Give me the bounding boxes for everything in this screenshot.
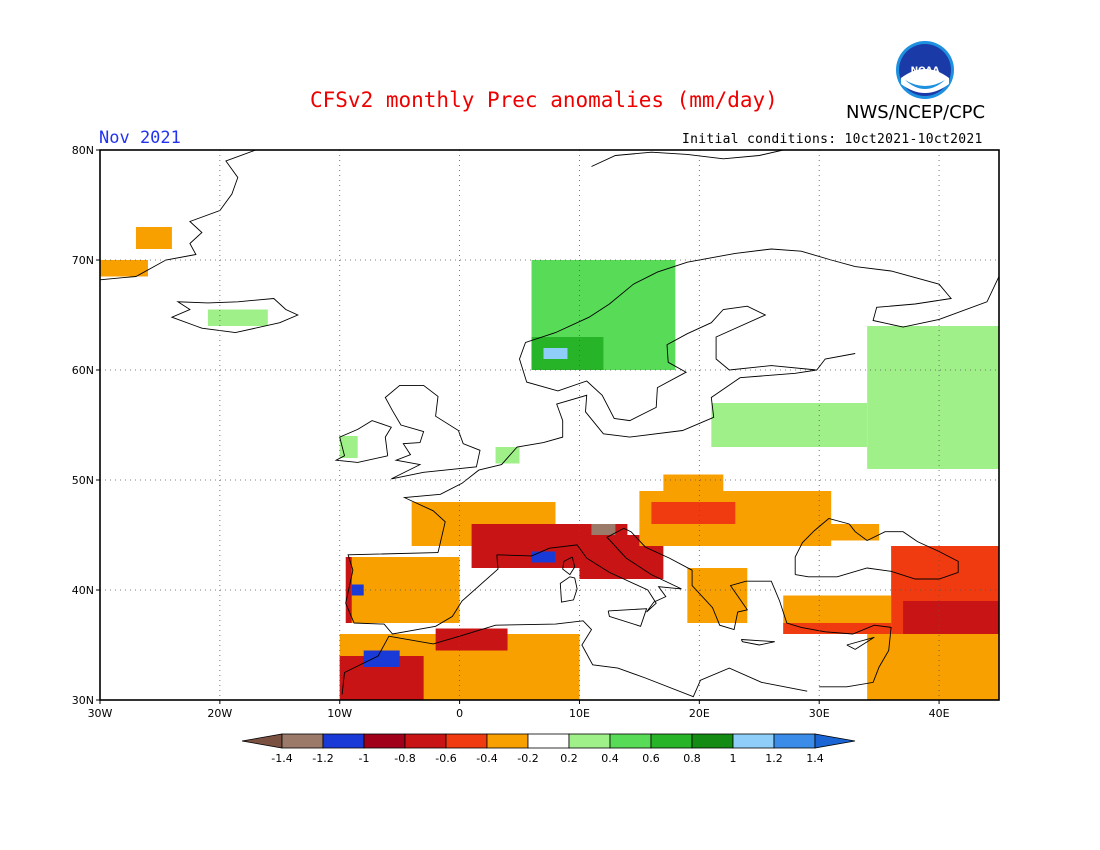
colorbar-tick-label: -1.4: [271, 752, 292, 765]
forecast-period: Nov 2021: [99, 128, 181, 148]
coastline-uk-britain: [384, 384, 481, 480]
anomaly-greece-dry: [687, 568, 748, 623]
lat-label: 70N: [72, 254, 94, 267]
colorbar-tick-label: -0.6: [435, 752, 456, 765]
anomaly-greenland-coast: [100, 260, 148, 277]
colorbar-tick-label: -0.4: [476, 752, 497, 765]
colorbar-tick-label: -1.2: [312, 752, 333, 765]
graticule: [100, 150, 999, 700]
colorbar-segment: [650, 733, 693, 749]
anomaly-balkans-dry: [651, 502, 736, 524]
anomaly-norway-blue: [543, 348, 568, 359]
coastlines: [100, 150, 1059, 698]
anomaly-alps-blue: [531, 551, 556, 563]
lon-label: 30W: [88, 707, 113, 720]
coastline-cyprus: [846, 636, 875, 650]
lat-label: 60N: [72, 364, 94, 377]
agency-label: NWS/NCEP/CPC: [846, 102, 986, 123]
anomaly-baltic-green: [711, 403, 868, 447]
colorbar-segment: [363, 733, 406, 749]
colorbar-segment: [281, 733, 324, 749]
colorbar-segment: [691, 733, 734, 749]
longitude-labels: 30W 20W 10W 0 10E 20E 30E 40E: [88, 700, 950, 720]
anomaly-algeria-red: [435, 628, 508, 651]
coastline-svalbard: [591, 150, 784, 167]
colorbar-segment: [445, 733, 488, 749]
anomaly-greenland-east: [135, 227, 172, 249]
colorbar-segment: [404, 733, 447, 749]
logo-text: NOAA: [911, 66, 940, 76]
anomaly-ireland: [339, 436, 358, 458]
noaa-logo-icon: NOAA: [896, 41, 954, 99]
coastline-italy: [549, 527, 892, 688]
chart-title: CFSv2 monthly Prec anomalies (mm/day): [310, 88, 778, 112]
lon-label: 30E: [809, 707, 830, 720]
anomaly-iberia-blue: [351, 584, 364, 596]
coastline-greenland: [100, 150, 256, 281]
anomaly-black-sea-dry: [807, 524, 880, 541]
coastline-caspian: [1021, 537, 1059, 623]
colorbar-segment: [568, 733, 611, 749]
latitude-labels: 30N 40N 50N 60N 70N 80N: [72, 144, 100, 707]
colorbar-tick-label: 0.2: [560, 752, 578, 765]
anomaly-iceland: [207, 309, 268, 326]
anomaly-turkey-red: [783, 623, 892, 634]
coastline-baltic-gulf: [816, 353, 856, 371]
colorbar-tick-label: 0.6: [642, 752, 660, 765]
map-frame: [99, 149, 1000, 701]
anomaly-caucasus-red: [903, 601, 999, 634]
lat-label: 40N: [72, 584, 94, 597]
coastline-ireland: [334, 420, 392, 463]
colorbar-tick-label: -0.2: [517, 752, 538, 765]
colorbar-segment: [527, 733, 570, 749]
colorbar: -1.4 -1.2 -1 -0.8 -0.6 -0.4 -0.2 0.2 0.4 0.6 0.8 1 1…: [241, 733, 856, 765]
colorbar-segment: [609, 733, 652, 749]
coastline-crete: [740, 639, 775, 646]
colorbar-segment: [773, 733, 816, 749]
colorbar-arrow-left: [241, 733, 283, 749]
colorbar-segment: [322, 733, 365, 749]
colorbar-segment: [732, 733, 775, 749]
lon-label: 0: [456, 707, 463, 720]
anomaly-layer: [100, 227, 999, 700]
colorbar-tick-label: 1.2: [765, 752, 783, 765]
coastline-black-sea: [794, 518, 959, 580]
coastline-france: [496, 547, 550, 557]
lon-label: 10E: [569, 707, 590, 720]
colorbar-tick-label: 0.4: [601, 752, 619, 765]
anomaly-alps-brown: [591, 524, 616, 535]
colorbar-tick-label: 0.8: [683, 752, 701, 765]
coastline-corsica: [562, 556, 576, 576]
coastline-iceland: [170, 298, 299, 334]
colorbar-tick-label: 1: [730, 752, 737, 765]
anomaly-poland-dry: [663, 474, 724, 491]
anomaly-morocco-blue: [363, 650, 400, 667]
coastline-iberia: [345, 552, 499, 635]
coastline-north-africa: [341, 620, 808, 698]
colorbar-tick-label: 1.4: [806, 752, 824, 765]
anomaly-netherlands: [495, 447, 520, 464]
coastline-sardinia: [559, 576, 578, 603]
initial-conditions: Initial conditions: 10ct2021-10ct2021: [682, 132, 983, 147]
coastline-scandinavia: [519, 248, 999, 422]
anomaly-levant-dry: [867, 634, 999, 700]
coastline-france-atlantic: [402, 369, 817, 553]
lon-label: 20E: [689, 707, 710, 720]
colorbar-arrow-right: [814, 733, 856, 749]
coastline-sicily: [607, 608, 648, 627]
lat-label: 30N: [72, 694, 94, 707]
colorbar-tick-label: -0.8: [394, 752, 415, 765]
lon-label: 20W: [207, 707, 232, 720]
lon-label: 10W: [327, 707, 352, 720]
anomaly-russia-green: [867, 326, 999, 469]
lat-label: 80N: [72, 144, 94, 157]
colorbar-segment: [486, 733, 529, 749]
lon-label: 40E: [929, 707, 950, 720]
lat-label: 50N: [72, 474, 94, 487]
colorbar-tick-label: -1: [359, 752, 370, 765]
